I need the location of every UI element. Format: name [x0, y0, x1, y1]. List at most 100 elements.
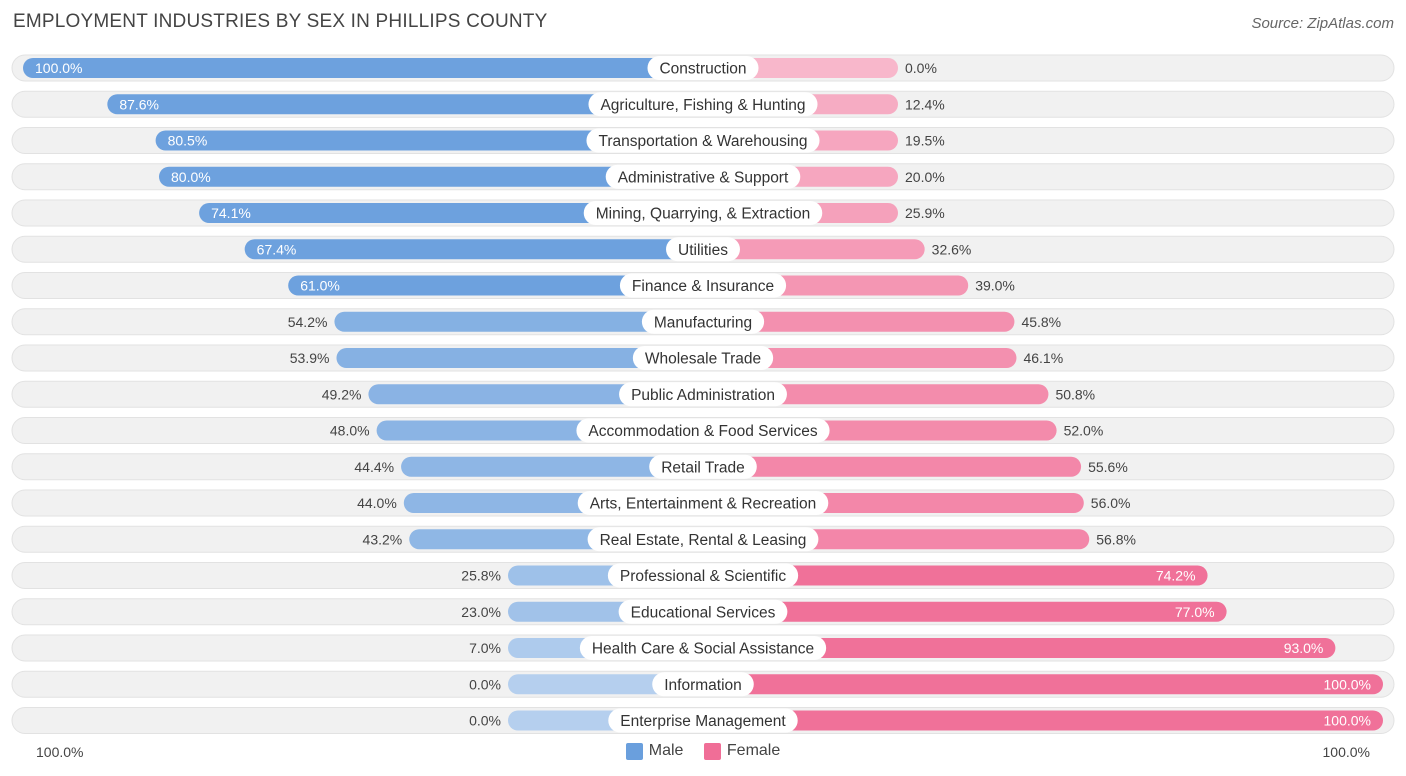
- category-pill: [649, 454, 757, 479]
- male-value-label: 80.5%: [168, 133, 208, 149]
- male-value-label: 23.0%: [461, 604, 501, 620]
- category-label: Information: [664, 677, 742, 694]
- male-bar: [368, 384, 703, 405]
- category-pill: [666, 237, 740, 262]
- female-bar: [703, 239, 925, 260]
- female-value-label: 100.0%: [1324, 713, 1371, 729]
- legend-label-female: Female: [726, 742, 781, 759]
- category-pill: [619, 382, 787, 407]
- male-value-label: 49.2%: [322, 386, 362, 402]
- category-label: Accommodation & Food Services: [588, 423, 817, 440]
- category-label: Agriculture, Fishing & Hunting: [600, 97, 805, 114]
- chart-legend: Male Female: [0, 742, 1406, 765]
- chart-source: Source: ZipAtlas.com: [1251, 15, 1394, 32]
- female-bar: [703, 384, 1049, 405]
- male-value-label: 25.8%: [461, 568, 501, 584]
- male-value-label: 7.0%: [469, 640, 501, 656]
- category-label: Transportation & Warehousing: [598, 133, 807, 150]
- category-label: Real Estate, Rental & Leasing: [600, 532, 807, 549]
- male-value-label: 44.0%: [357, 495, 397, 511]
- category-pill: [652, 672, 754, 697]
- category-pill: [641, 309, 765, 334]
- category-pill: [588, 92, 818, 117]
- female-value-label: 12.4%: [905, 96, 945, 112]
- category-label: Health Care & Social Assistance: [592, 641, 814, 658]
- male-value-label: 0.0%: [469, 676, 501, 692]
- male-value-label: 67.4%: [257, 241, 297, 257]
- category-pill: [647, 56, 759, 80]
- female-bar: [703, 638, 1336, 658]
- female-value-label: 19.5%: [905, 133, 945, 149]
- female-bar: [703, 456, 1082, 477]
- male-bar: [244, 239, 703, 260]
- male-value-label: 0.0%: [469, 713, 501, 729]
- male-value-label: 87.6%: [119, 96, 159, 112]
- category-pill: [605, 164, 801, 189]
- female-bar: [703, 348, 1017, 368]
- male-value-label: 48.0%: [330, 423, 370, 439]
- male-value-label: 53.9%: [290, 350, 330, 366]
- category-pill: [587, 527, 819, 552]
- category-pill: [618, 599, 788, 624]
- category-label: Wholesale Trade: [645, 351, 761, 368]
- category-pill: [607, 563, 799, 588]
- female-value-label: 50.8%: [1055, 386, 1095, 402]
- male-value-label: 74.1%: [211, 205, 251, 221]
- category-label: Mining, Quarrying, & Extraction: [596, 206, 811, 223]
- category-pill: [608, 708, 798, 733]
- female-bar: [703, 311, 1015, 332]
- female-value-label: 46.1%: [1023, 350, 1063, 366]
- category-pill: [576, 418, 830, 443]
- category-pill: [586, 128, 820, 153]
- male-value-label: 54.2%: [288, 314, 328, 330]
- female-value-label: 45.8%: [1021, 314, 1061, 330]
- category-label: Retail Trade: [661, 459, 745, 476]
- chart-title: EMPLOYMENT INDUSTRIES BY SEX IN PHILLIPS…: [13, 11, 548, 32]
- male-value-label: 61.0%: [300, 278, 340, 294]
- category-label: Administrative & Support: [618, 169, 789, 186]
- male-value-label: 100.0%: [35, 60, 82, 76]
- legend-swatch-male: [625, 742, 643, 760]
- female-bar: [703, 674, 1383, 695]
- category-label: Professional & Scientific: [620, 568, 787, 585]
- female-value-label: 39.0%: [975, 278, 1015, 294]
- category-label: Manufacturing: [654, 314, 752, 331]
- male-value-label: 43.2%: [363, 531, 403, 547]
- female-bar: [703, 565, 1208, 586]
- category-pill: [579, 636, 827, 660]
- female-value-label: 100.0%: [1324, 676, 1371, 692]
- male-bar: [401, 456, 703, 477]
- male-value-label: 80.0%: [171, 169, 211, 185]
- female-value-label: 56.8%: [1096, 531, 1136, 547]
- female-value-label: 25.9%: [905, 205, 945, 221]
- category-pill: [583, 201, 823, 225]
- female-value-label: 56.0%: [1091, 495, 1131, 511]
- category-label: Arts, Entertainment & Recreation: [590, 496, 817, 513]
- male-bar: [159, 166, 703, 187]
- female-value-label: 32.6%: [932, 241, 972, 257]
- female-value-label: 0.0%: [905, 60, 937, 76]
- category-pill: [619, 273, 787, 298]
- male-bar: [107, 94, 703, 115]
- axis-right-label: 100.0%: [1322, 744, 1370, 760]
- category-label: Construction: [659, 61, 746, 78]
- legend-item-female: Female: [703, 742, 781, 760]
- female-value-label: 74.2%: [1156, 568, 1196, 584]
- female-bar: [703, 601, 1227, 622]
- female-value-label: 93.0%: [1284, 640, 1324, 656]
- female-value-label: 52.0%: [1064, 423, 1104, 439]
- male-bar: [155, 130, 704, 151]
- category-label: Finance & Insurance: [632, 278, 774, 295]
- category-label: Public Administration: [631, 387, 775, 404]
- female-value-label: 55.6%: [1088, 459, 1128, 475]
- chart-plot: 100.0% 0.0% Construction 87.6% 12.4% Agricult…: [11, 54, 1395, 734]
- legend-item-male: Male: [625, 742, 683, 760]
- male-value-label: 44.4%: [354, 459, 394, 475]
- male-bar: [23, 58, 703, 78]
- female-bar: [703, 710, 1383, 731]
- category-pill: [577, 491, 829, 515]
- female-value-label: 77.0%: [1175, 604, 1215, 620]
- legend-swatch-female: [703, 742, 721, 760]
- category-label: Enterprise Management: [620, 713, 786, 730]
- male-bar: [199, 203, 703, 223]
